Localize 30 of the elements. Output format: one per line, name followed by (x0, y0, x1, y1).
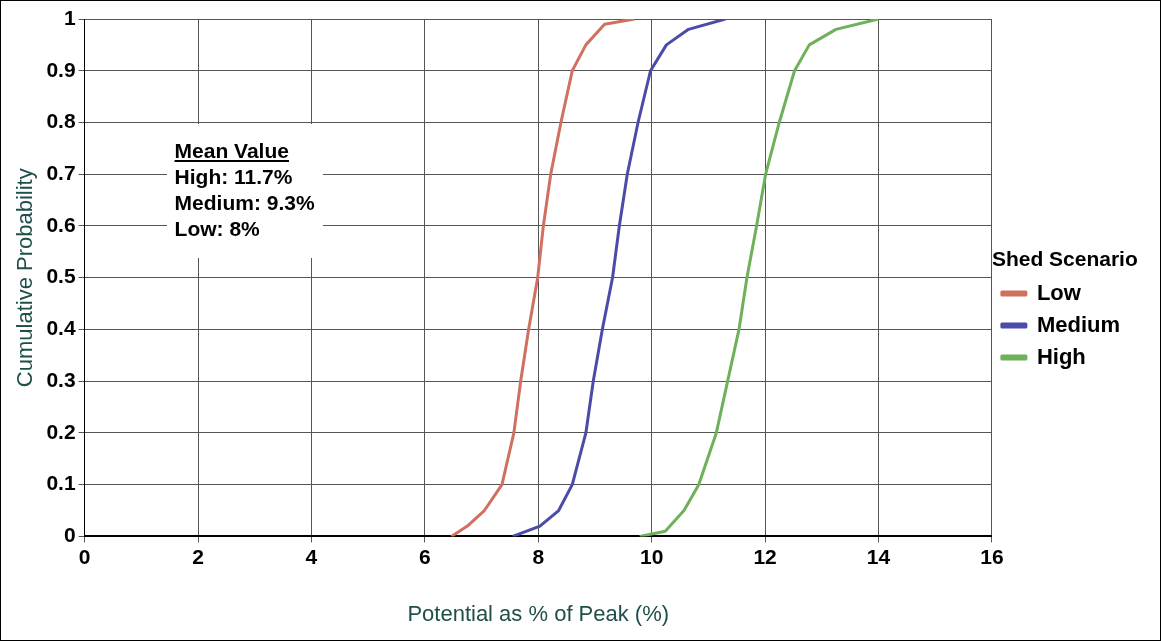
x-tick-label: 4 (305, 544, 318, 568)
y-tick-label: 0.5 (46, 264, 76, 288)
y-tick-label: 0.6 (46, 212, 76, 236)
annotation: Medium: 9.3% (174, 190, 315, 216)
annotation: Low: 8% (174, 216, 261, 242)
annotation: High: 11.7% (174, 164, 294, 190)
legend-label: High (1036, 343, 1086, 369)
y-axis-title: Cumulative Probability (12, 168, 38, 388)
y-tick-label: 0.9 (46, 57, 76, 81)
y-tick-label: 0.4 (46, 316, 76, 340)
legend-label: Low (1036, 279, 1082, 305)
y-tick-label: 0.3 (46, 367, 76, 391)
x-tick-label: 6 (418, 544, 431, 568)
legend-label: Medium (1036, 311, 1121, 337)
x-axis-title: Potential as % of Peak (%) (407, 600, 670, 626)
x-tick-label: 8 (532, 544, 545, 568)
y-tick-label: 0 (63, 523, 76, 547)
x-tick-label: 16 (980, 544, 1004, 568)
y-tick-label: 0.8 (46, 109, 76, 133)
annotation: Mean Value (174, 138, 289, 164)
x-tick-label: 10 (639, 544, 664, 568)
y-tick-label: 1 (63, 5, 76, 29)
x-tick-label: 2 (192, 544, 204, 568)
x-tick-label: 14 (866, 544, 891, 568)
y-tick-label: 0.7 (46, 161, 76, 185)
x-tick-label: 0 (78, 544, 91, 568)
legend-title: Shed Scenario (991, 246, 1138, 271)
x-tick-label: 12 (753, 544, 777, 568)
y-tick-label: 0.2 (46, 419, 76, 443)
y-tick-label: 0.1 (46, 471, 76, 495)
